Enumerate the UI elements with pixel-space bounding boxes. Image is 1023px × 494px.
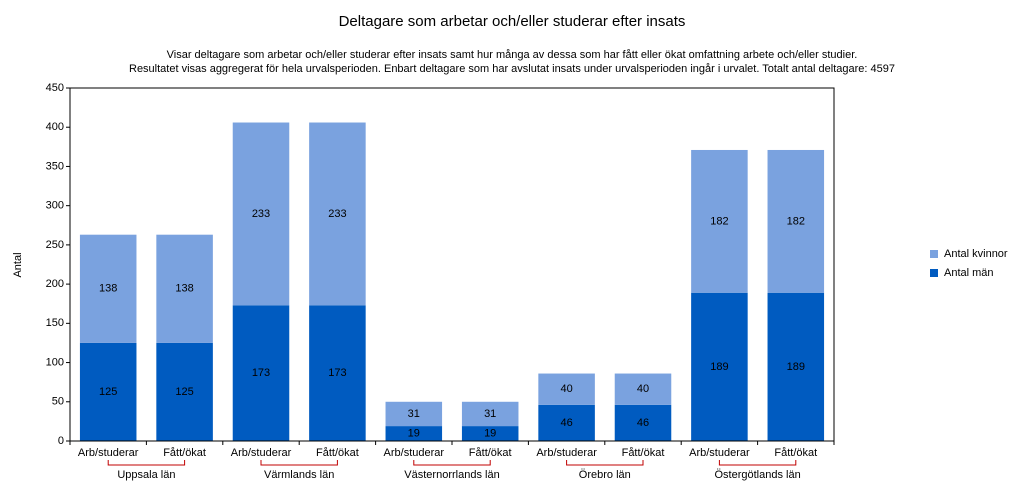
- bar-segment: [156, 234, 213, 343]
- data-label: 125: [175, 386, 193, 398]
- bar-segment: [538, 404, 595, 441]
- group-label: Västernorrlands län: [404, 469, 499, 481]
- x-tick-label: Arb/studerar: [689, 447, 750, 459]
- bar-segment: [309, 122, 366, 306]
- data-label: 233: [328, 208, 346, 220]
- x-tick-label: Fått/ökat: [316, 447, 359, 459]
- bar-segment: [461, 426, 519, 441]
- y-tick-label: 50: [52, 396, 64, 408]
- bar-segment: [156, 342, 213, 441]
- bar-segment: [232, 122, 290, 306]
- data-label: 46: [560, 417, 572, 429]
- data-label: 40: [560, 383, 572, 395]
- bar-segment: [614, 373, 672, 405]
- bar-segment: [79, 342, 137, 441]
- y-tick-label: 150: [46, 317, 64, 329]
- bar-segment: [767, 292, 825, 441]
- x-tick-label: Fått/ökat: [774, 447, 817, 459]
- y-tick-label: 400: [46, 121, 64, 133]
- y-tick-label: 100: [46, 356, 64, 368]
- y-tick-label: 0: [58, 435, 64, 447]
- data-label: 19: [408, 427, 420, 439]
- data-label: 173: [252, 367, 270, 379]
- group-label: Uppsala län: [117, 469, 175, 481]
- group-label: Örebro län: [579, 469, 631, 481]
- data-label: 189: [710, 361, 728, 373]
- chart-title: Deltagare som arbetar och/eller studerar…: [339, 13, 686, 30]
- x-tick-label: Fått/ökat: [163, 447, 206, 459]
- x-tick-label: Arb/studerar: [78, 447, 139, 459]
- x-tick-label: Fått/ökat: [469, 447, 512, 459]
- data-label: 173: [328, 367, 346, 379]
- bar-segment: [767, 149, 825, 293]
- bar-segment: [309, 305, 366, 441]
- y-tick-label: 350: [46, 160, 64, 172]
- data-label: 182: [787, 215, 805, 227]
- legend-label: Antal kvinnor: [944, 248, 1008, 260]
- legend-swatch: [930, 250, 938, 258]
- bar-segment: [385, 401, 443, 427]
- group-bracket: [260, 460, 338, 466]
- bar-segment: [461, 401, 519, 427]
- group-label: Värmlands län: [264, 469, 334, 481]
- group-label: Östergötlands län: [714, 469, 800, 481]
- data-label: 182: [710, 215, 728, 227]
- data-label: 40: [637, 383, 649, 395]
- data-label: 233: [252, 208, 270, 220]
- bar-segment: [691, 149, 748, 293]
- bar-segment: [538, 373, 595, 405]
- bar-segment: [385, 426, 443, 441]
- legend-swatch: [930, 269, 938, 277]
- x-tick-label: Arb/studerar: [231, 447, 292, 459]
- bar-segment: [232, 305, 290, 441]
- y-axis-label: Antal: [12, 252, 24, 277]
- x-tick-label: Arb/studerar: [536, 447, 597, 459]
- data-label: 138: [99, 283, 117, 295]
- bar-segment: [691, 292, 748, 441]
- data-label: 19: [484, 427, 496, 439]
- y-tick-label: 300: [46, 200, 64, 212]
- group-bracket: [413, 460, 491, 466]
- data-label: 125: [99, 386, 117, 398]
- data-label: 138: [175, 283, 193, 295]
- bar-segment: [614, 404, 672, 441]
- group-bracket: [566, 460, 644, 466]
- legend-label: Antal män: [944, 267, 994, 279]
- chart-subtitle: Visar deltagare som arbetar och/eller st…: [167, 49, 858, 61]
- data-label: 189: [787, 361, 805, 373]
- x-tick-label: Arb/studerar: [384, 447, 445, 459]
- data-label: 31: [408, 408, 420, 420]
- bar-segment: [79, 234, 137, 343]
- data-label: 31: [484, 408, 496, 420]
- chart-subtitle: Resultatet visas aggregerat för hela urv…: [129, 63, 895, 75]
- group-bracket: [107, 460, 186, 466]
- y-tick-label: 250: [46, 239, 64, 251]
- x-tick-label: Fått/ökat: [622, 447, 665, 459]
- data-label: 46: [637, 417, 649, 429]
- y-tick-label: 450: [46, 82, 64, 94]
- y-tick-label: 200: [46, 278, 64, 290]
- group-bracket: [718, 460, 797, 466]
